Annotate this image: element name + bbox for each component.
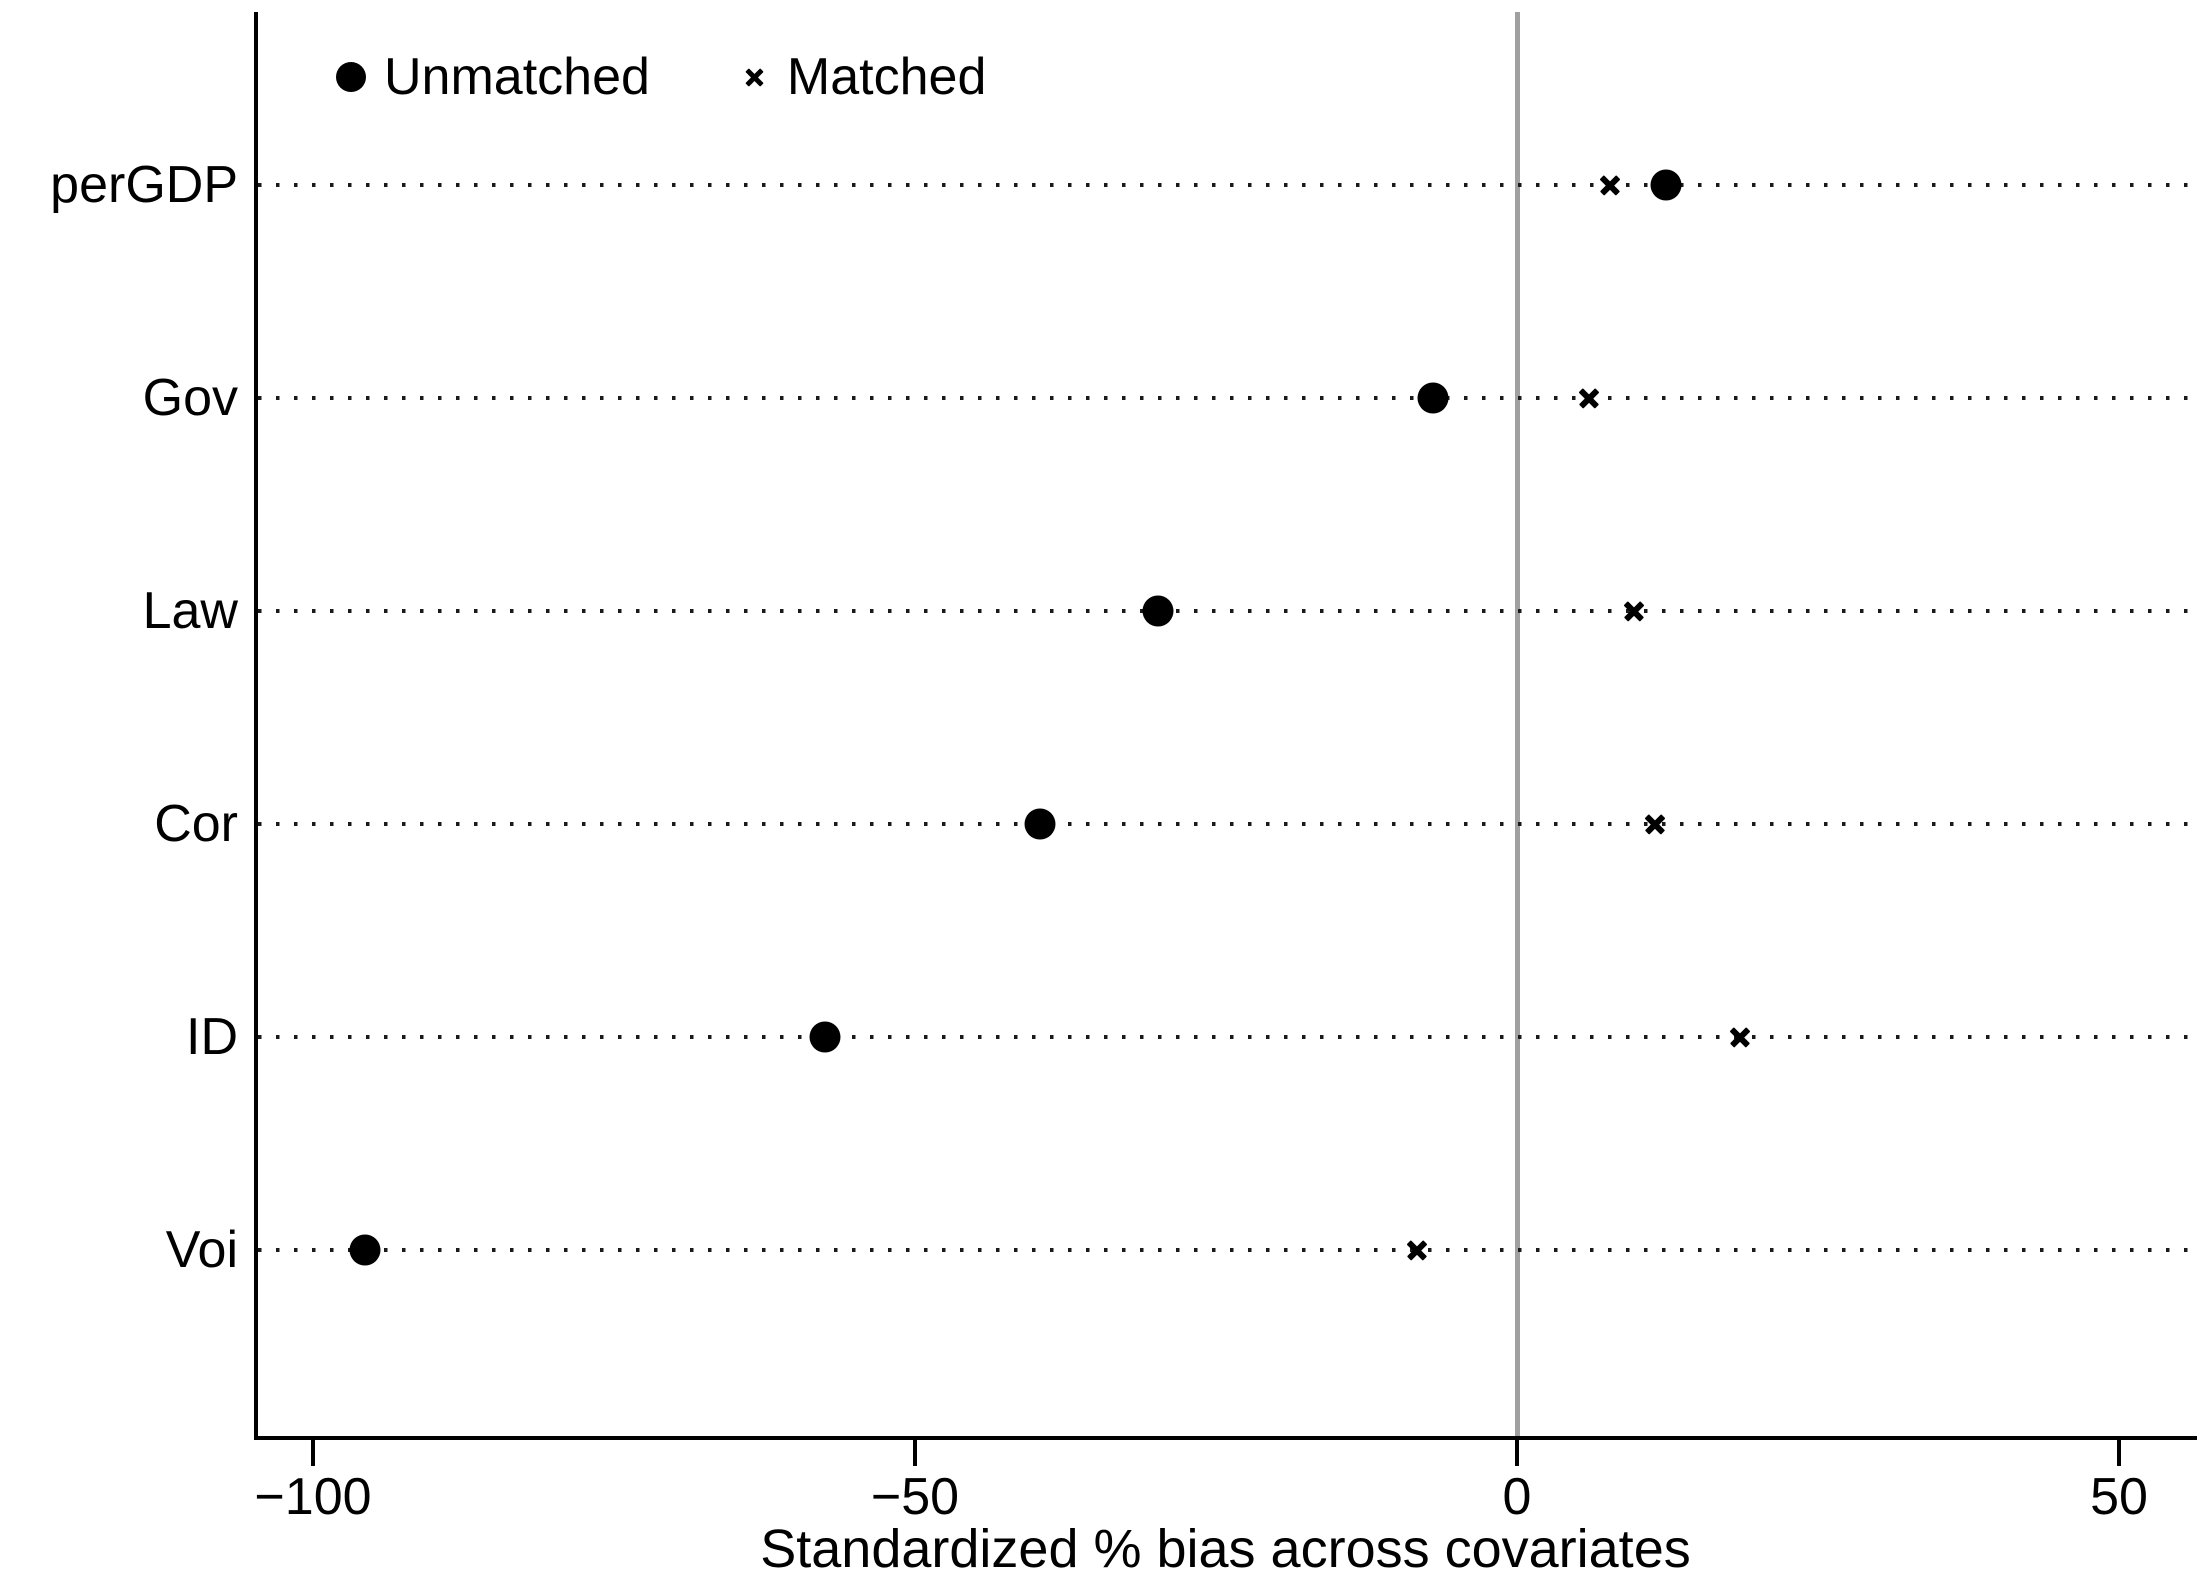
category-label-Cor: Cor	[154, 795, 238, 853]
legend-circle-marker-icon	[336, 62, 366, 92]
category-label-ID: ID	[186, 1008, 238, 1066]
marker-unmatched-Voi	[349, 1234, 381, 1266]
x-tick-label--50: −50	[870, 1468, 960, 1526]
category-label-Gov: Gov	[142, 369, 238, 427]
category-label-Law: Law	[142, 582, 238, 640]
x-tick-label--100: −100	[254, 1468, 372, 1526]
legend-label-matched: Matched	[786, 48, 987, 106]
x-tick-50	[2117, 1438, 2121, 1466]
row-dotted-line-Voi	[258, 1248, 2192, 1252]
marker-unmatched-perGDP	[1650, 169, 1682, 201]
plot-area	[256, 12, 2195, 1436]
x-tick-0	[1515, 1438, 1519, 1466]
x-tick-label-50: 50	[2090, 1468, 2148, 1526]
row-dotted-line-Law	[258, 609, 2192, 613]
y-axis-line	[254, 12, 258, 1440]
row-dotted-line-Cor	[258, 822, 2192, 826]
x-tick--100	[311, 1438, 315, 1466]
marker-unmatched-Cor	[1024, 808, 1056, 840]
x-axis-line	[254, 1436, 2197, 1440]
legend-label-unmatched: Unmatched	[384, 48, 650, 106]
marker-unmatched-Gov	[1417, 382, 1449, 414]
row-dotted-line-perGDP	[258, 183, 2192, 187]
marker-matched-Law	[1622, 600, 1645, 623]
legend-x-marker-icon	[744, 67, 765, 88]
x-tick--50	[913, 1438, 917, 1466]
marker-matched-Voi	[1406, 1239, 1429, 1262]
marker-matched-ID	[1728, 1026, 1751, 1049]
marker-unmatched-Law	[1142, 595, 1174, 627]
marker-matched-Cor	[1644, 813, 1667, 836]
category-label-perGDP: perGDP	[50, 156, 238, 214]
category-label-Voi: Voi	[165, 1221, 238, 1279]
marker-matched-Gov	[1578, 387, 1601, 410]
row-dotted-line-ID	[258, 1035, 2192, 1039]
row-dotted-line-Gov	[258, 396, 2192, 400]
marker-matched-perGDP	[1598, 174, 1621, 197]
zero-reference-line	[1514, 12, 1520, 1436]
x-tick-label-0: 0	[1502, 1468, 1532, 1526]
marker-unmatched-ID	[809, 1021, 841, 1053]
legend: Unmatched Matched	[336, 46, 986, 108]
x-axis-title: Standardized % bias across covariates	[760, 1519, 1691, 1579]
